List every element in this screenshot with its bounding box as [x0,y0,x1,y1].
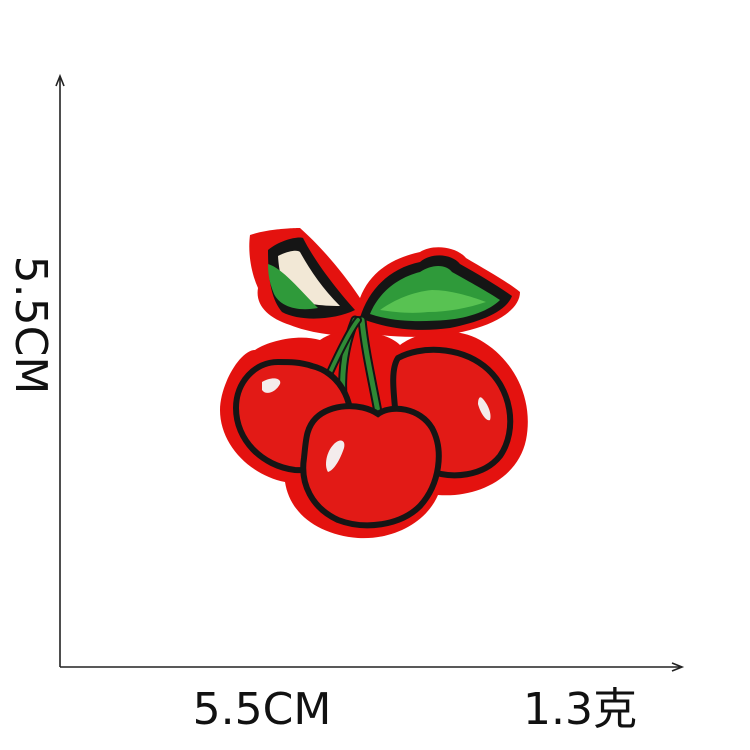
cherry-leaf-right-light [380,290,486,313]
cherry-front [300,403,442,529]
cherry-leaf-left-green [268,264,318,310]
cherry-embroidered-patch-icon [220,228,528,539]
dimension-axes [55,73,685,672]
width-dimension-label: 5.5CM [192,684,332,735]
height-axis-arrowhead [55,73,65,87]
height-dimension-label: 5.5CM [5,255,56,395]
width-axis-arrowhead [671,662,685,672]
weight-label: 1.3克 [523,684,637,735]
